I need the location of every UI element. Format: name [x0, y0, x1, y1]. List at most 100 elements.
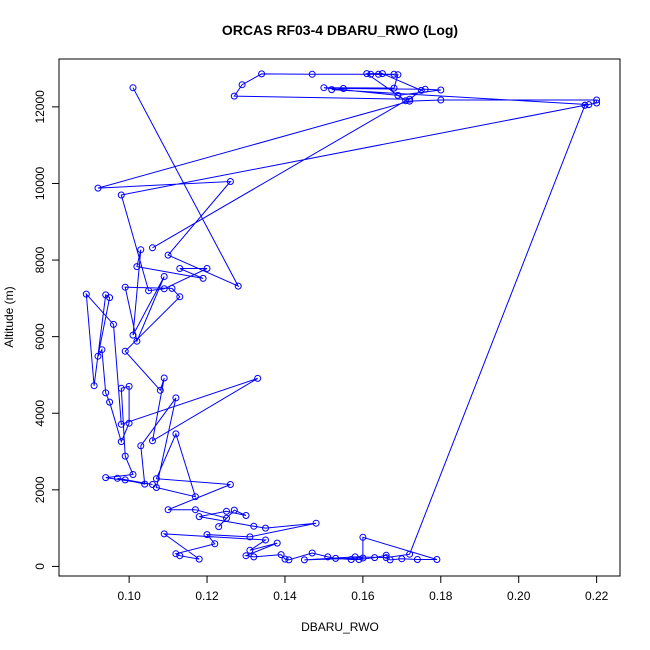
data-point [149, 437, 156, 445]
data-point [102, 474, 110, 482]
data-point [125, 419, 133, 427]
data-point [273, 539, 281, 547]
data-point [133, 263, 141, 271]
data-point [137, 442, 145, 450]
data-point [82, 290, 90, 298]
data-point [133, 337, 141, 345]
data-point [390, 70, 398, 78]
y-tick-label: 2000 [33, 476, 47, 503]
data-point [406, 95, 414, 103]
data-point [382, 554, 390, 562]
data-point [230, 506, 238, 514]
data-point [172, 394, 180, 402]
data-point [593, 96, 601, 104]
data-point [394, 71, 402, 79]
data-point [234, 282, 242, 290]
data-point [394, 91, 402, 99]
data-point [129, 471, 137, 478]
data-point [281, 555, 289, 563]
data-point [371, 554, 379, 562]
data-point [258, 70, 266, 78]
data-point [149, 244, 156, 252]
data-point [160, 273, 168, 280]
data-point [359, 554, 367, 562]
x-axis-label: DBARU_RWO [301, 620, 379, 634]
data-point [94, 184, 102, 192]
data-point [172, 430, 180, 438]
data-point [94, 352, 102, 360]
data-point [152, 484, 160, 491]
data-point [262, 536, 269, 544]
data-point [121, 452, 129, 460]
data-point [363, 70, 371, 78]
data-point [145, 287, 153, 295]
data-point [106, 294, 114, 302]
data-point [390, 84, 398, 92]
data-point [164, 251, 172, 259]
data-point [121, 283, 129, 291]
data-point [110, 320, 117, 328]
data-point [195, 513, 203, 521]
y-axis-label: Altitude (m) [2, 286, 16, 347]
y-tick-label: 6000 [33, 323, 47, 350]
data-point [277, 551, 285, 559]
x-tick-label: 0.20 [507, 589, 531, 603]
data-point [90, 382, 98, 390]
y-tick-label: 10000 [33, 166, 47, 200]
data-point [406, 550, 414, 558]
data-point [437, 96, 445, 104]
data-point [168, 284, 176, 292]
data-point [117, 420, 125, 428]
data-point [437, 86, 445, 94]
data-point [129, 84, 137, 92]
data-point [417, 86, 425, 94]
data-point [406, 97, 414, 105]
data-point [203, 531, 211, 539]
data-point [160, 285, 168, 293]
data-point [113, 474, 121, 482]
data-point [433, 556, 441, 563]
chart-title: ORCAS RF03-4 DBARU_RWO (Log) [222, 22, 458, 38]
data-point [367, 70, 375, 78]
data-point [211, 540, 219, 548]
y-tick-label: 8000 [33, 246, 47, 273]
data-point [593, 99, 601, 107]
y-tick-label: 12000 [33, 90, 47, 124]
data-point [312, 519, 320, 527]
x-tick-label: 0.16 [351, 589, 375, 603]
data-point [359, 533, 367, 541]
data-point [398, 555, 406, 563]
x-tick-label: 0.14 [273, 589, 297, 603]
data-point [152, 475, 160, 483]
data-point [156, 386, 164, 394]
data-point [203, 265, 211, 272]
data-point [102, 389, 110, 397]
series-line [85, 73, 598, 561]
x-tick-label: 0.18 [429, 589, 453, 603]
data-point [308, 70, 316, 78]
series-layer [82, 70, 601, 564]
data-point [386, 556, 394, 564]
data-point [246, 546, 254, 554]
data-point [125, 382, 133, 390]
x-tick-label: 0.22 [585, 589, 609, 603]
data-point [230, 92, 238, 100]
data-point [226, 481, 234, 488]
data-point [585, 101, 593, 109]
data-point [191, 493, 199, 501]
data-point [117, 438, 125, 446]
data-point [121, 476, 129, 484]
data-point [300, 556, 308, 564]
data-point [285, 556, 293, 564]
data-point [121, 347, 129, 355]
data-point [117, 191, 125, 199]
data-point [129, 331, 137, 339]
data-point [223, 514, 230, 522]
data-point [250, 553, 258, 561]
data-point [164, 506, 172, 514]
data-point [238, 81, 246, 89]
data-point [250, 522, 258, 530]
data-point [191, 506, 199, 514]
